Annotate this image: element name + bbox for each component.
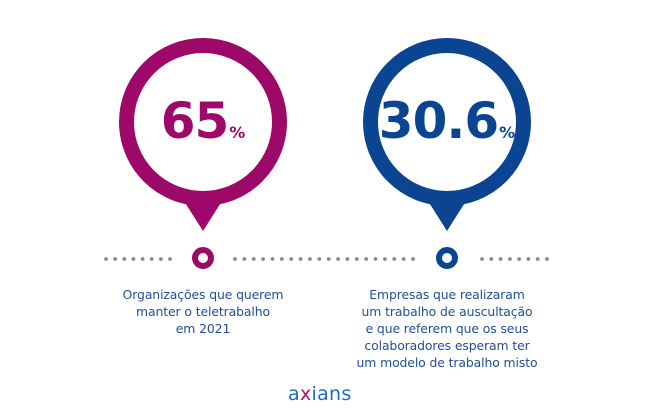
logo-text-post: ians: [311, 383, 352, 405]
stat-value-modelo-misto: 30.6 %: [377, 96, 517, 146]
logo-text-x: x: [299, 383, 312, 405]
stat-unit: %: [229, 123, 246, 142]
stat-number: 30.6: [378, 92, 499, 150]
caption-line: um trabalho de auscultação: [361, 304, 533, 319]
caption-line: manter o teletrabalho: [136, 304, 270, 319]
stat-caption-teletrabalho: Organizações que querem manter o teletra…: [103, 286, 303, 337]
stat-unit: %: [499, 123, 516, 142]
logo-text-pre: a: [288, 383, 300, 405]
caption-line: em 2021: [175, 321, 231, 336]
caption-line: colaboradores esperam ter: [364, 338, 530, 353]
stat-caption-modelo-misto: Empresas que realizaram um trabalho de a…: [347, 286, 547, 371]
caption-line: um modelo de trabalho misto: [356, 355, 538, 370]
caption-line: Organizações que querem: [122, 287, 284, 302]
caption-line: Empresas que realizaram: [369, 287, 525, 302]
axians-logo: axians: [288, 385, 352, 404]
stat-number: 65: [160, 92, 230, 150]
stat-value-teletrabalho: 65 %: [143, 96, 263, 146]
caption-line: e que referem que os seus: [365, 321, 529, 336]
